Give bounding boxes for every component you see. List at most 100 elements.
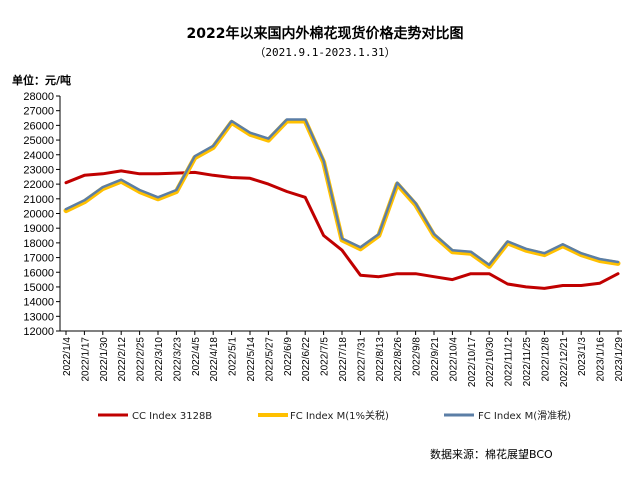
x-tick-label: 2022/12/8	[540, 337, 551, 382]
data-point	[433, 233, 435, 235]
data-point	[175, 189, 178, 191]
series-line-cc-index	[64, 169, 620, 290]
y-tick-label: 14000	[23, 297, 54, 309]
data-point	[120, 170, 122, 172]
legend-item-cc-index: CC Index 3128B	[98, 411, 212, 422]
data-point	[194, 155, 196, 157]
x-tick-label: 2022/4/18	[209, 337, 220, 382]
x-axis-ticks: 2022/1/4 2022/1/17 2022/1/30 2022/2/12 2022/…	[62, 331, 625, 387]
x-tick-label: 2022/10/30	[485, 337, 496, 387]
data-point	[580, 252, 582, 254]
data-point	[617, 261, 619, 263]
data-point	[286, 190, 288, 193]
x-tick-label: 2022/1/17	[80, 337, 91, 382]
data-point	[562, 284, 564, 287]
data-point	[451, 249, 454, 251]
x-tick-label: 2022/10/17	[467, 337, 478, 387]
data-point	[267, 137, 270, 140]
data-point	[359, 246, 362, 249]
series-line-fc-index-sliding	[64, 118, 620, 267]
y-tick-label: 16000	[23, 267, 54, 279]
legend-label-cc-index: CC Index 3128B	[132, 411, 212, 422]
data-point	[378, 275, 380, 278]
x-tick-label: 2022/10/4	[448, 337, 459, 382]
data-point	[488, 272, 491, 275]
data-point	[543, 252, 546, 254]
y-tick-label: 28000	[23, 91, 54, 103]
data-point	[414, 202, 417, 204]
data-point	[433, 275, 435, 278]
x-tick-label: 2022/8/26	[393, 337, 404, 382]
x-tick-label: 2022/3/10	[154, 337, 165, 382]
data-point	[230, 176, 233, 179]
x-tick-label: 2022/1/4	[62, 337, 73, 376]
data-point	[249, 131, 251, 134]
x-tick-label: 2022/6/9	[283, 337, 294, 376]
data-point	[525, 248, 527, 250]
y-tick-label: 22000	[23, 179, 54, 191]
x-tick-label: 2022/7/5	[320, 337, 331, 376]
legend: CC Index 3128B FC Index M(1%关税) FC Index…	[98, 409, 571, 422]
data-point	[341, 237, 343, 240]
x-tick-label: 2022/6/22	[301, 337, 312, 382]
y-tick-label: 18000	[23, 238, 54, 250]
legend-label-fc-index-1pct: FC Index M(1%关税)	[290, 409, 389, 422]
data-point	[359, 274, 362, 277]
data-point	[506, 240, 509, 243]
y-axis-ticks: 12000 13000 14000 15000 16000 17000 18000 19000…	[23, 91, 60, 338]
data-point	[580, 284, 582, 287]
y-axis: 12000 13000 14000 15000 16000 17000 18000 19000…	[23, 91, 61, 338]
data-point	[378, 233, 380, 235]
data-point	[341, 249, 343, 251]
data-point	[525, 286, 527, 288]
data-point	[488, 264, 491, 266]
y-tick-label: 15000	[23, 282, 54, 294]
x-tick-label: 2022/4/5	[191, 337, 202, 376]
data-point	[562, 243, 564, 246]
x-tick-label: 2022/12/21	[559, 337, 570, 387]
x-tick-label: 2022/1/30	[99, 337, 110, 382]
x-tick-label: 2023/1/16	[596, 337, 607, 382]
x-tick-label: 2022/5/1	[228, 337, 239, 376]
x-tick-label: 2022/2/12	[117, 337, 128, 382]
legend-item-fc-index-1pct: FC Index M(1%关税)	[258, 409, 389, 422]
x-tick-label: 2022/2/25	[136, 337, 147, 382]
data-point	[102, 173, 104, 175]
x-tick-label: 2022/5/27	[264, 337, 275, 382]
data-point	[304, 196, 307, 199]
chart-subtitle: （2021.9.1-2023.1.31）	[254, 46, 395, 59]
data-point	[175, 172, 178, 174]
data-point	[83, 174, 86, 177]
y-tick-label: 26000	[23, 120, 54, 132]
chart-title: 2022年以来国内外棉花现货价格走势对比图	[187, 25, 464, 42]
data-point	[267, 183, 270, 185]
data-point	[543, 287, 546, 290]
data-point	[138, 173, 141, 175]
y-tick-label: 17000	[23, 253, 54, 265]
data-point	[83, 199, 86, 202]
data-point	[470, 272, 472, 275]
data-point	[414, 272, 417, 275]
y-tick-label: 19000	[23, 223, 54, 235]
data-point	[120, 178, 122, 181]
legend-item-fc-index-sliding: FC Index M(滑准税)	[444, 409, 571, 422]
y-tick-label: 13000	[23, 311, 54, 323]
x-tick-label: 2023/1/29	[614, 337, 625, 382]
y-tick-label: 20000	[23, 209, 54, 221]
data-point	[598, 258, 601, 260]
data-point	[396, 272, 399, 275]
series-layer	[63, 118, 621, 290]
y-axis-unit-label: 单位：元/吨	[12, 73, 71, 87]
x-tick-label: 2022/3/23	[172, 337, 183, 382]
data-point	[304, 118, 307, 121]
x-tick-label: 2022/8/13	[375, 337, 386, 382]
x-tick-label: 2023/1/3	[577, 337, 588, 376]
y-tick-label: 12000	[23, 326, 54, 338]
data-point	[598, 282, 601, 285]
data-point	[138, 189, 141, 191]
data-point	[157, 173, 159, 175]
data-point	[65, 208, 67, 210]
data-point	[286, 118, 288, 121]
